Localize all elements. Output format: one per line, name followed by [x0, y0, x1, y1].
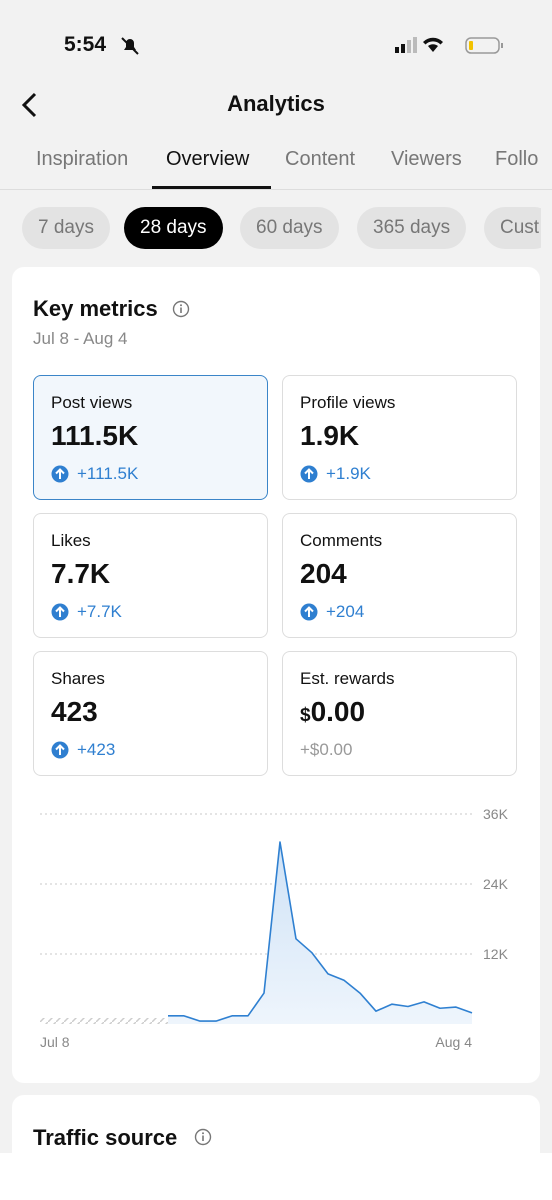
back-button[interactable] — [20, 92, 40, 118]
metric-change: +1.9K — [300, 464, 371, 484]
metric-value: 1.9K — [300, 420, 359, 452]
y-tick-label: 24K — [483, 876, 509, 892]
tab-indicator — [152, 186, 271, 189]
range-bar: 7 days 28 days 60 days 365 days Cust — [0, 0, 541, 260]
value: 0.00 — [310, 696, 366, 727]
metric-label: Post views — [51, 393, 133, 412]
tab[interactable]: Inspiration — [36, 148, 129, 170]
value: 204 — [300, 558, 347, 589]
y-tick-label: 36K — [483, 806, 509, 822]
status-icons — [395, 37, 503, 54]
metric-value: 7.7K — [51, 558, 110, 590]
trend-up-icon — [300, 603, 318, 621]
line — [168, 841, 473, 1022]
x-tick-label: Aug 4 — [435, 1034, 472, 1050]
metric-card[interactable]: Profile views 1.9K +1.9K — [282, 375, 517, 500]
metric-card[interactable]: Likes 7.7K +7.7K — [33, 513, 268, 638]
trend-up-icon — [51, 741, 69, 759]
metric-card[interactable]: Shares 423 +423 — [33, 651, 268, 776]
range-pill[interactable]: Cust — [484, 207, 541, 249]
no-data-hatch — [40, 1018, 168, 1024]
mute-icon — [121, 37, 139, 55]
metric-change: +$0.00 — [300, 740, 352, 760]
metric-label: Comments — [300, 531, 383, 550]
metric-label: Shares — [51, 669, 105, 688]
area-fill — [168, 842, 472, 1024]
section-title: Traffic source — [33, 1125, 178, 1150]
change-text: +204 — [326, 602, 365, 621]
value: 423 — [51, 696, 98, 727]
info-icon[interactable] — [194, 1128, 212, 1146]
page-title: Analytics — [227, 91, 325, 116]
change-text: +423 — [77, 740, 116, 759]
trend-up-icon — [51, 465, 69, 483]
range-pill[interactable]: 28 days — [124, 207, 223, 249]
bottom-bar — [0, 1153, 552, 1200]
currency: $ — [300, 705, 311, 726]
change-text: +7.7K — [77, 602, 122, 621]
metric-card[interactable]: Comments 204 +204 — [282, 513, 517, 638]
metric-change: +204 — [300, 602, 364, 622]
value: 1.9K — [300, 420, 360, 451]
trend-up-icon — [51, 603, 69, 621]
value: 111.5K — [51, 420, 139, 451]
tab[interactable]: Viewers — [391, 148, 462, 170]
metric-change: +423 — [51, 740, 115, 760]
metric-value: 111.5K — [51, 420, 138, 452]
range-pill[interactable]: 7 days — [22, 207, 110, 249]
metric-card[interactable]: Est. rewards $0.00 +$0.00 — [282, 651, 517, 776]
change-text: +1.9K — [326, 464, 371, 483]
value: 7.7K — [51, 558, 111, 589]
metric-change: +111.5K — [51, 464, 138, 484]
trend-up-icon — [300, 465, 318, 483]
metric-label: Profile views — [300, 393, 396, 412]
line-chart: 12K 24K 36K Jul 8 Aug 4 — [40, 806, 509, 1050]
date-range: Jul 8 - Aug 4 — [33, 329, 128, 348]
tab[interactable]: Overview — [166, 148, 250, 170]
metric-card[interactable]: Post views 111.5K +111.5K — [33, 375, 268, 500]
x-tick-label: Jul 8 — [40, 1034, 70, 1050]
metric-value: 423 — [51, 696, 98, 728]
metric-change: +7.7K — [51, 602, 122, 622]
metric-label: Likes — [51, 531, 91, 550]
range-pill[interactable]: 60 days — [240, 207, 339, 249]
tab[interactable]: Follo — [495, 148, 539, 170]
metric-label: Est. rewards — [300, 669, 395, 688]
change-text: +111.5K — [77, 464, 139, 483]
info-icon[interactable] — [172, 300, 190, 318]
change-text: +$0.00 — [300, 740, 353, 759]
divider — [0, 189, 552, 190]
status-time: 5:54 — [64, 33, 107, 56]
metric-value: 204 — [300, 558, 347, 590]
y-tick-label: 12K — [483, 946, 509, 962]
metric-value: $0.00 — [300, 696, 365, 728]
section-title: Key metrics — [33, 296, 158, 321]
range-pill[interactable]: 365 days — [357, 207, 467, 249]
tab[interactable]: Content — [285, 148, 356, 170]
